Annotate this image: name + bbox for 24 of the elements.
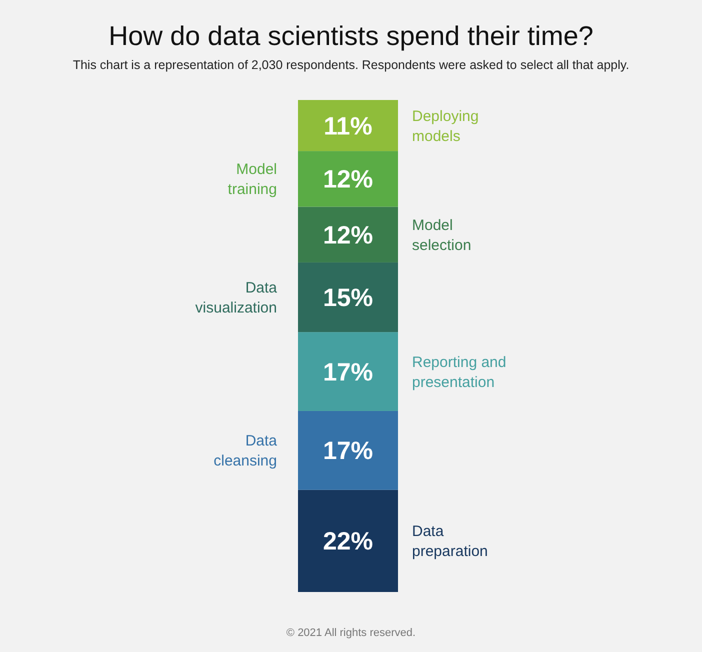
data-label: 12% [322,166,374,194]
data-label: 17% [322,358,374,386]
bar [298,262,398,332]
bar [298,206,398,262]
series-label: Deploying models [412,108,479,145]
series-label: Model selection [412,216,472,254]
data-label: 15% [322,284,374,312]
series-label: Data visualization [195,280,278,317]
bar [298,410,398,490]
bar [298,332,398,411]
bar [298,100,398,152]
series-label: Data cleansing [214,432,278,470]
data-label: 12% [322,221,374,250]
chart-title: How do data scientists spend their time? [108,21,594,51]
chart-subtitle: This chart is a representation of 2,030 respondents. Respondents were asked to select all that apply. [72,58,630,72]
data-label: 11% [324,112,372,140]
text: © 2021 All rights reserved. [286,627,416,639]
series-label: Model training [228,161,277,198]
data-label: 17% [322,437,374,466]
series-label: Data preparation [412,523,488,560]
bar [298,490,398,592]
data-label: 22% [322,528,374,556]
bar [298,151,398,207]
series-label: Reporting and presentation [412,354,506,391]
